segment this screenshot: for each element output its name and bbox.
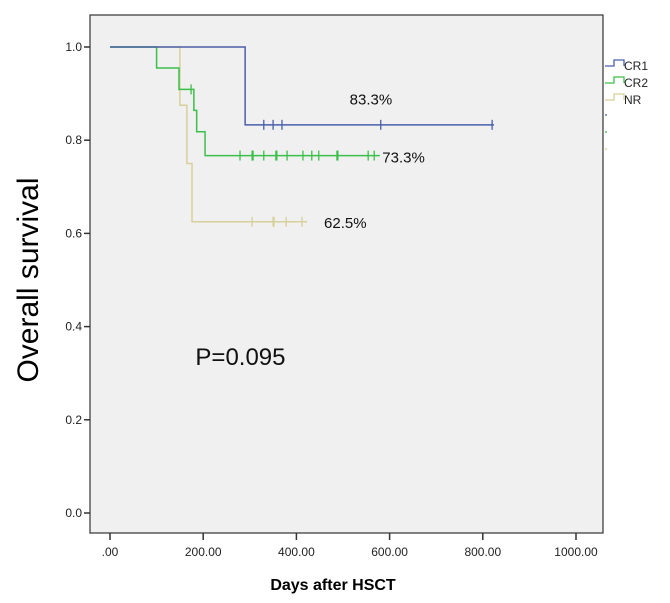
legend-label-nr: NR (624, 93, 642, 107)
survival-curve-cr2 (110, 46, 380, 157)
y-tick-label: 1.0 (65, 40, 82, 54)
survival-curve-nr (110, 46, 308, 223)
x-tick-label: 800.00 (464, 545, 501, 559)
y-axis-label: Overall survival (12, 177, 45, 382)
x-tick-label: 600.00 (371, 545, 408, 559)
survival-rate-annotation: 73.3% (382, 150, 425, 167)
y-tick-label: 0.8 (65, 133, 82, 147)
x-axis-label: Days after HSCT (270, 577, 396, 594)
p-value-annotation: P=0.095 (195, 344, 285, 371)
legend-swatch-cr2 (605, 76, 625, 84)
y-tick-label: 0.4 (65, 320, 82, 334)
plot-area (89, 14, 604, 534)
legend-swatch-cr1 (605, 59, 625, 67)
x-tick-label: 1000.00 (554, 545, 598, 559)
y-tick-label: 0.0 (65, 506, 82, 520)
survival-curve-cr1 (110, 46, 494, 126)
y-tick-label: 0.2 (65, 413, 82, 427)
legend-label-cr2: CR2 (624, 76, 648, 90)
x-tick-label: 400.00 (278, 545, 315, 559)
x-tick-label: .00 (102, 545, 119, 559)
legend-label-cr1: CR1 (624, 59, 648, 73)
survival-rate-annotation: 62.5% (324, 215, 367, 232)
x-tick-label: 200.00 (185, 545, 222, 559)
y-tick-label: 0.6 (65, 226, 82, 240)
legend-swatch-nr (605, 93, 625, 101)
survival-rate-annotation: 83.3% (350, 91, 393, 108)
